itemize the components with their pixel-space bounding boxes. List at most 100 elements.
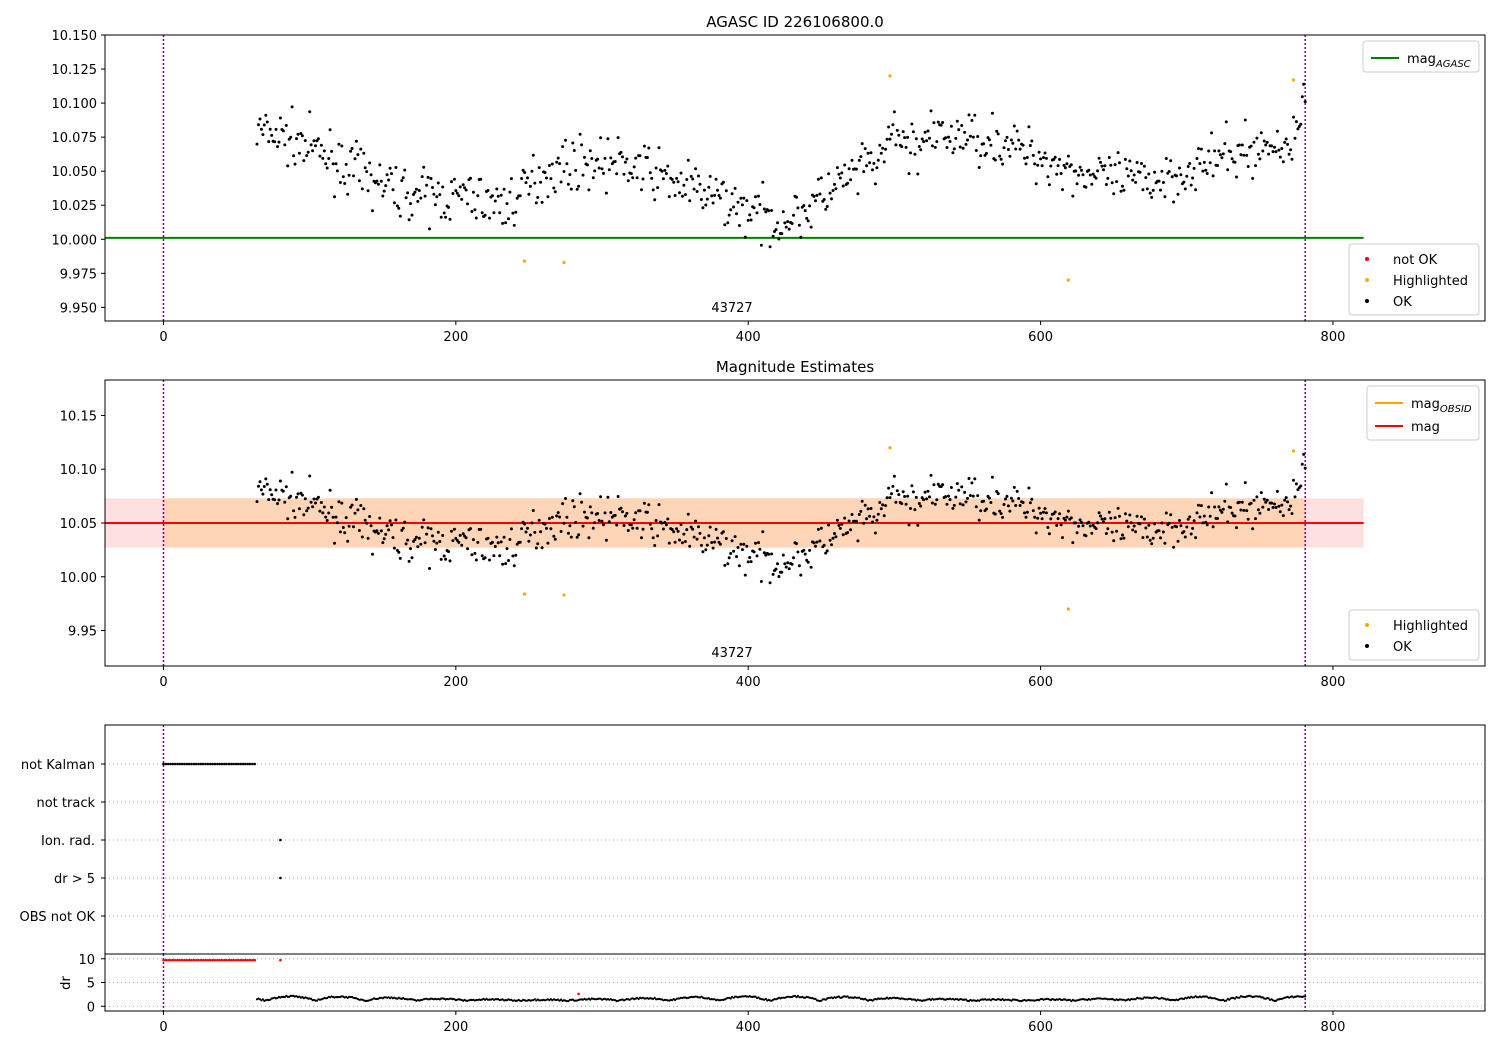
ok-point xyxy=(1229,506,1233,509)
ok-point xyxy=(1164,511,1168,515)
ok-point xyxy=(1147,172,1151,176)
dr-point xyxy=(1188,996,1191,1000)
ok-point xyxy=(701,206,705,210)
dr-red-point xyxy=(197,958,200,962)
ok-point xyxy=(806,560,810,564)
ok-point xyxy=(390,523,393,527)
ok-point xyxy=(777,237,781,241)
ok-point xyxy=(458,533,462,537)
ok-point xyxy=(971,135,975,139)
ok-point xyxy=(511,554,515,558)
ok-point xyxy=(875,518,879,522)
ok-point xyxy=(878,501,882,504)
ok-point xyxy=(1242,508,1246,512)
ok-point xyxy=(645,510,649,514)
ok-point xyxy=(1087,520,1091,524)
ok-point xyxy=(863,147,867,151)
legend-box xyxy=(1348,609,1480,661)
ok-point xyxy=(471,538,475,542)
flag-point xyxy=(185,762,189,766)
ok-point xyxy=(270,493,274,497)
ok-point xyxy=(900,145,904,149)
ok-point xyxy=(442,211,446,215)
ok-point xyxy=(274,488,278,492)
ok-point xyxy=(406,538,410,542)
panel-agasc-annotation: 43727 xyxy=(711,301,752,316)
flag-point xyxy=(239,762,242,766)
ok-point xyxy=(1080,520,1083,524)
ok-point xyxy=(932,483,936,487)
ok-point xyxy=(860,142,864,146)
ok-point xyxy=(545,176,548,180)
ok-point xyxy=(296,132,300,136)
ok-point xyxy=(441,185,445,189)
ok-point xyxy=(1259,131,1263,135)
ok-point xyxy=(577,184,581,188)
flag-point xyxy=(227,762,231,766)
ok-point xyxy=(635,526,639,530)
ok-point xyxy=(536,195,540,199)
ok-point xyxy=(1169,513,1173,517)
ok-point xyxy=(435,541,439,545)
ok-point xyxy=(718,196,722,200)
ok-point xyxy=(261,492,265,496)
ok-point xyxy=(572,149,576,152)
ok-point xyxy=(673,540,677,544)
ok-point xyxy=(625,511,629,515)
ok-point xyxy=(300,134,304,138)
ok-point xyxy=(1201,169,1205,173)
ok-point xyxy=(1034,182,1038,186)
ok-point xyxy=(622,524,626,527)
ok-point xyxy=(1015,489,1019,493)
ok-point xyxy=(255,500,259,504)
dr-red-point xyxy=(577,992,580,996)
ok-point xyxy=(384,532,388,536)
ok-point xyxy=(682,183,686,187)
ok-point xyxy=(1160,169,1164,173)
ok-point xyxy=(786,220,790,224)
ok-point xyxy=(932,121,936,125)
ok-point xyxy=(1151,536,1155,540)
ok-point xyxy=(289,135,293,139)
ok-point xyxy=(493,199,497,203)
ok-point xyxy=(511,211,515,215)
ok-point xyxy=(895,489,899,493)
ok-point xyxy=(660,521,664,525)
ok-point xyxy=(413,538,417,542)
ok-point xyxy=(736,200,740,204)
ok-point xyxy=(879,507,883,511)
ok-point xyxy=(534,546,538,550)
ok-point xyxy=(382,537,386,541)
ok-point xyxy=(439,215,443,219)
ok-point xyxy=(1258,157,1262,161)
ok-point xyxy=(461,183,465,187)
ok-point xyxy=(1299,484,1303,488)
ok-point xyxy=(941,483,945,487)
ok-point xyxy=(439,557,443,561)
flag-point xyxy=(213,762,217,766)
ok-point xyxy=(710,541,714,544)
ok-point xyxy=(286,517,290,521)
ok-point xyxy=(428,567,431,570)
legend-label: mag xyxy=(1411,420,1440,435)
ok-point xyxy=(574,520,578,524)
ok-point xyxy=(816,177,820,181)
ok-point xyxy=(1053,155,1057,159)
ok-point xyxy=(944,136,948,140)
ok-point xyxy=(1202,160,1206,164)
ok-point xyxy=(1110,530,1114,534)
ok-point xyxy=(714,527,718,531)
ok-point xyxy=(1097,511,1101,515)
ok-point xyxy=(850,513,854,516)
ok-point xyxy=(971,494,975,498)
ok-point xyxy=(724,189,728,193)
ok-point xyxy=(1113,163,1117,167)
ok-point xyxy=(537,166,541,170)
ok-point xyxy=(954,495,958,499)
dr-point xyxy=(269,998,272,1001)
dr-red-point xyxy=(190,958,193,962)
ok-point xyxy=(838,526,842,530)
ok-point xyxy=(713,193,717,197)
ok-point xyxy=(749,560,753,564)
ok-point xyxy=(780,570,784,574)
